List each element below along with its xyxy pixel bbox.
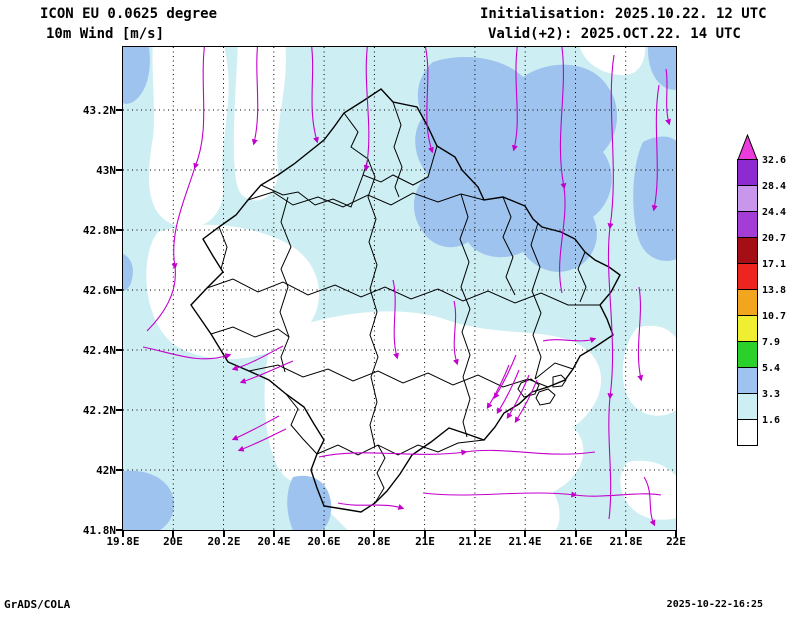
weather-map-canvas (123, 47, 676, 530)
x-axis-tick (122, 531, 124, 537)
x-tick-label: 20.8E (357, 535, 391, 548)
colorbar-segment (737, 237, 758, 264)
colorbar (737, 134, 758, 446)
colorbar-label: 7.9 (762, 337, 781, 348)
x-tick-label: 21.2E (458, 535, 492, 548)
y-tick-label: 42.6N (82, 284, 116, 297)
streamlines-layer (142, 47, 671, 527)
colorbar-label: 32.6 (762, 155, 787, 166)
colorbar-segment (737, 341, 758, 368)
y-axis-tick (116, 169, 122, 171)
generation-timestamp: 2025-10-22-16:25 (666, 599, 763, 610)
y-tick-label: 43.2N (82, 104, 116, 117)
x-axis-tick (273, 531, 275, 537)
colorbar-label: 17.1 (762, 259, 787, 270)
colorbar-label: 10.7 (762, 311, 787, 322)
x-tick-label: 21.4E (508, 535, 542, 548)
y-tick-label: 42.8N (82, 224, 116, 237)
y-axis-tick (116, 409, 122, 411)
x-axis-tick (373, 531, 375, 537)
y-tick-label: 42N (96, 464, 116, 477)
field-title: 10m Wind [m/s] (46, 26, 165, 42)
x-axis-tick (172, 531, 174, 537)
colorbar-label: 13.8 (762, 285, 787, 296)
x-axis-tick (323, 531, 325, 537)
colorbar-label: 28.4 (762, 181, 787, 192)
y-tick-label: 43N (96, 164, 116, 177)
wind-shading-layer (123, 47, 676, 530)
grads-credit: GrADS/COLA (4, 598, 71, 611)
colorbar-segment (737, 315, 758, 342)
y-axis-tick (116, 349, 122, 351)
x-axis-tick (223, 531, 225, 537)
colorbar-label: 1.6 (762, 415, 781, 426)
colorbar-segment (737, 393, 758, 420)
x-tick-label: 20.4E (257, 535, 291, 548)
y-axis-tick (116, 529, 122, 531)
x-axis-tick (625, 531, 627, 537)
colorbar-label: 3.3 (762, 389, 781, 400)
colorbar-segment (737, 263, 758, 290)
x-tick-label: 21.8E (609, 535, 643, 548)
x-tick-label: 21E (415, 535, 435, 548)
y-axis-tick (116, 109, 122, 111)
y-axis-tick (116, 229, 122, 231)
y-tick-label: 42.2N (82, 404, 116, 417)
x-tick-label: 19.8E (106, 535, 140, 548)
y-axis-tick (116, 469, 122, 471)
x-axis-tick (524, 531, 526, 537)
x-tick-label: 20.2E (207, 535, 241, 548)
x-tick-label: 22E (666, 535, 686, 548)
init-time: Initialisation: 2025.10.22. 12 UTC (480, 6, 767, 22)
valid-time: Valid(+2): 2025.OCT.22. 14 UTC (488, 26, 741, 42)
colorbar-segment (737, 159, 758, 186)
x-axis-tick (474, 531, 476, 537)
colorbar-label: 5.4 (762, 363, 781, 374)
model-title: ICON EU 0.0625 degree (40, 6, 218, 22)
y-axis-tick (116, 289, 122, 291)
x-tick-label: 20.6E (307, 535, 341, 548)
colorbar-triangle-icon (737, 134, 758, 160)
x-tick-label: 20E (163, 535, 183, 548)
x-axis-tick (675, 531, 677, 537)
y-tick-label: 41.8N (82, 524, 116, 537)
admin-borders-layer (190, 88, 621, 513)
x-tick-label: 21.6E (559, 535, 593, 548)
x-axis-tick (424, 531, 426, 537)
map-plot-area (122, 46, 677, 531)
colorbar-label: 20.7 (762, 233, 787, 244)
colorbar-segment (737, 211, 758, 238)
colorbar-segment (737, 185, 758, 212)
colorbar-label: 24.4 (762, 207, 787, 218)
colorbar-segment (737, 419, 758, 446)
colorbar-segment (737, 367, 758, 394)
x-axis-tick (575, 531, 577, 537)
y-tick-label: 42.4N (82, 344, 116, 357)
colorbar-segment (737, 289, 758, 316)
